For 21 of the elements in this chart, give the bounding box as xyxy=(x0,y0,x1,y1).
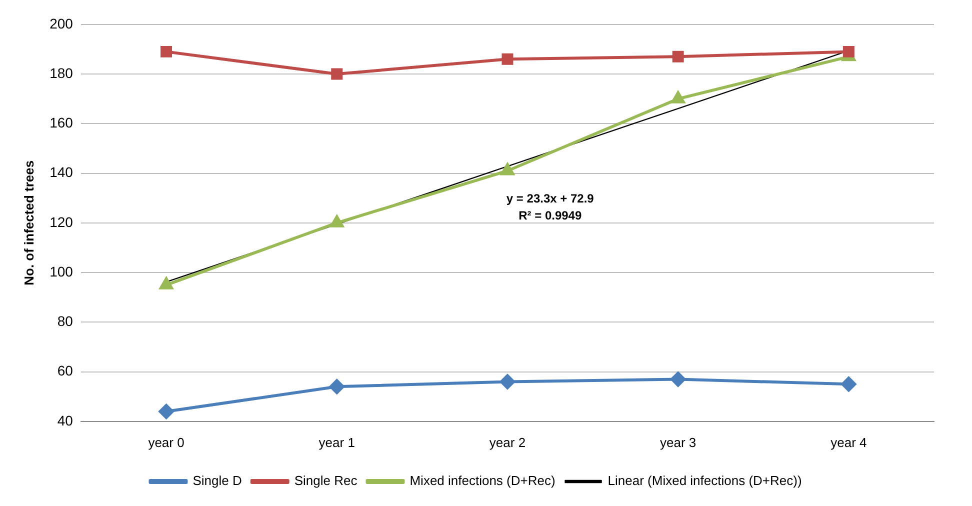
legend-label: Linear (Mixed infections (D+Rec)) xyxy=(608,473,802,488)
legend-label: Mixed infections (D+Rec) xyxy=(410,473,556,488)
legend-label: Single D xyxy=(192,473,242,488)
y-tick-label: 100 xyxy=(50,263,74,280)
y-tick-label: 80 xyxy=(57,313,74,330)
x-tick-label: year 2 xyxy=(489,434,526,450)
y-tick-label: 160 xyxy=(50,114,74,131)
x-tick-label: year 0 xyxy=(148,434,184,450)
y-tick-label: 140 xyxy=(50,164,74,180)
y-axis-title: No. of infected trees xyxy=(21,160,36,286)
x-tick-label: year 3 xyxy=(660,434,696,450)
legend-label: Single Rec xyxy=(294,473,358,488)
annotation: R² = 0.9949 xyxy=(518,208,582,222)
y-tick-label: 60 xyxy=(57,362,74,379)
y-tick-label: 180 xyxy=(50,64,74,81)
x-tick-label: year 1 xyxy=(318,434,355,450)
y-tick-label: 40 xyxy=(57,412,74,428)
annotation: y = 23.3x + 72.9 xyxy=(506,191,594,206)
y-tick-label: 200 xyxy=(50,15,74,32)
y-tick-label: 120 xyxy=(50,214,74,230)
x-tick-label: year 4 xyxy=(830,434,867,450)
